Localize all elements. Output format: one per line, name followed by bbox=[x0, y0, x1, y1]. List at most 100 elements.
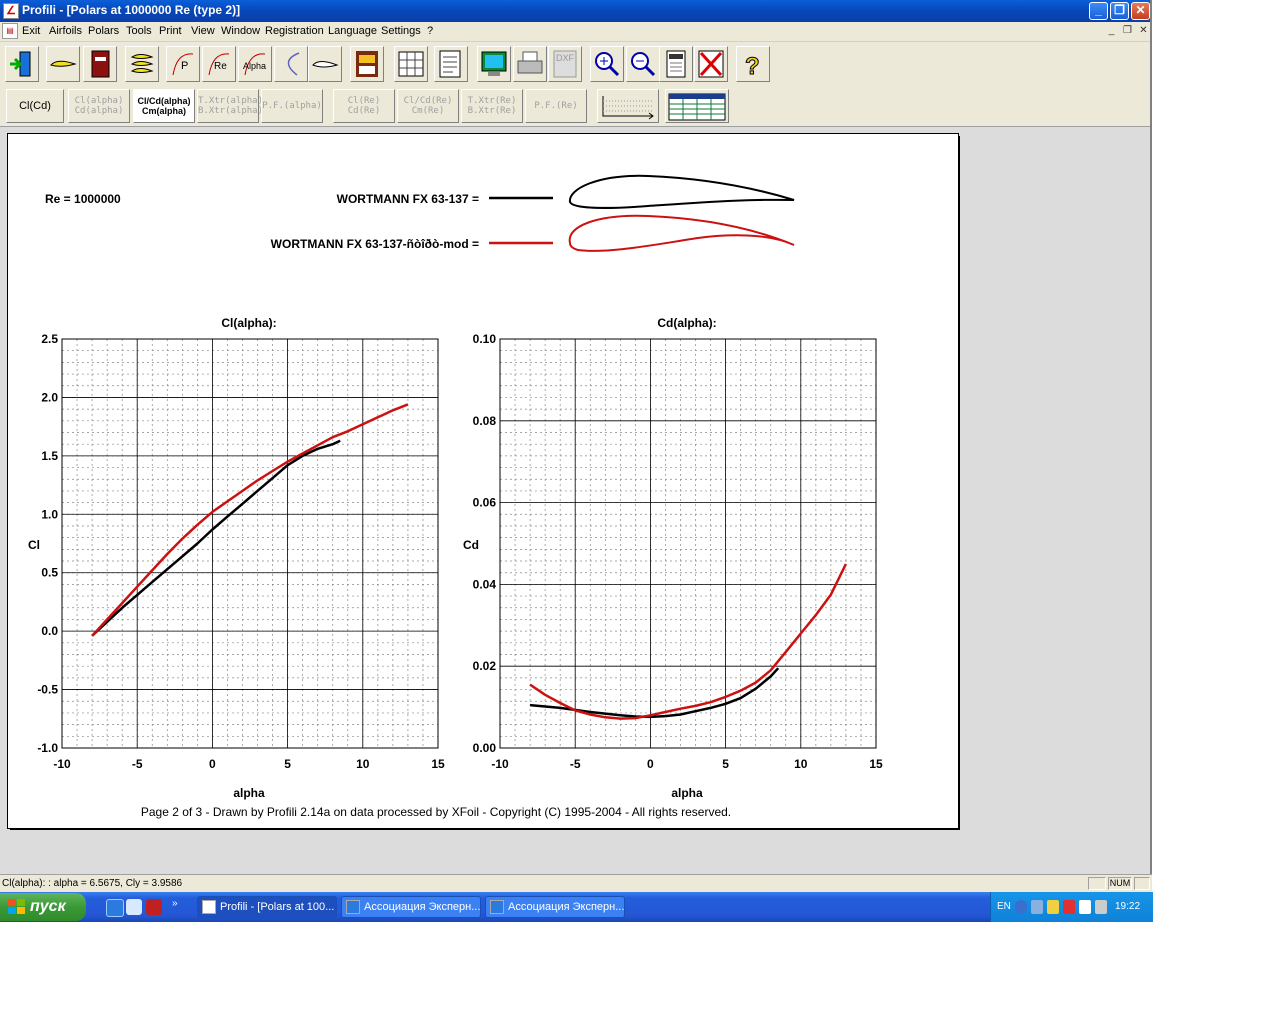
task-profili[interactable]: Profili - [Polars at 100... bbox=[197, 896, 337, 918]
print-button[interactable] bbox=[513, 46, 547, 82]
status-text: Cl(alpha): : alpha = 6.5675, Cly = 3.958… bbox=[2, 878, 183, 889]
x-axis-label: alpha bbox=[233, 786, 265, 800]
menu-registration[interactable]: Registration bbox=[265, 25, 324, 37]
clcd-cm-re-button[interactable]: Cl/Cd(Re) Cm(Re) bbox=[397, 89, 459, 123]
zoom-out-button[interactable] bbox=[626, 46, 660, 82]
series-line-2 bbox=[91, 403, 409, 637]
bxtr-re-label: B.Xtr(Re) bbox=[467, 106, 517, 116]
airfoil-stack-button[interactable] bbox=[125, 46, 159, 82]
x-tick-label: 5 bbox=[284, 757, 291, 771]
airfoil-button[interactable] bbox=[46, 46, 80, 82]
calculator-button[interactable] bbox=[659, 46, 693, 82]
menu-settings[interactable]: Settings bbox=[381, 25, 421, 37]
x-tick-label: 0 bbox=[647, 757, 654, 771]
grid-button[interactable] bbox=[597, 89, 659, 123]
shield-icon[interactable] bbox=[1047, 900, 1059, 914]
start-button[interactable]: пуск bbox=[0, 893, 86, 921]
status-pane-empty bbox=[1134, 877, 1150, 890]
menu-polars[interactable]: Polars bbox=[88, 25, 120, 37]
polar-p-button[interactable]: P bbox=[166, 46, 200, 82]
cl-alpha-label: Cl(alpha) bbox=[74, 96, 124, 106]
update-icon[interactable] bbox=[1095, 900, 1107, 914]
polar-re-button[interactable]: Re bbox=[202, 46, 236, 82]
cd-alpha-label: Cd(alpha) bbox=[74, 106, 124, 116]
media-icon[interactable] bbox=[146, 899, 162, 915]
airfoil-outline-button[interactable] bbox=[308, 46, 342, 82]
legend-label-1: WORTMANN FX 63-137 = bbox=[337, 192, 479, 206]
book-icon bbox=[91, 50, 110, 78]
xtr-alpha-button[interactable]: T.Xtr(alpha) B.Xtr(alpha) bbox=[197, 89, 263, 123]
clcd-re-label: Cl/Cd(Re) bbox=[403, 96, 453, 106]
cm-re-label: Cm(Re) bbox=[411, 106, 445, 116]
quicklaunch-more-icon[interactable]: » bbox=[172, 898, 178, 909]
tray-back-icon[interactable] bbox=[1015, 900, 1027, 914]
ie-icon[interactable] bbox=[106, 899, 124, 917]
cl-cd-button[interactable]: Cl(Cd) bbox=[6, 89, 64, 123]
menu-airfoils[interactable]: Airfoils bbox=[49, 25, 83, 37]
menu-help[interactable]: ? bbox=[427, 25, 434, 37]
svg-text:?: ? bbox=[745, 53, 760, 80]
mdi-close-button[interactable]: ✕ bbox=[1139, 25, 1148, 36]
flag-icon[interactable] bbox=[1063, 900, 1075, 914]
exit-button[interactable] bbox=[5, 46, 39, 82]
document-icon[interactable]: ▤ bbox=[2, 23, 18, 39]
mdi-minimize-button[interactable]: _ bbox=[1108, 25, 1115, 36]
menu-print[interactable]: Print bbox=[159, 25, 182, 37]
data-table-button[interactable] bbox=[665, 89, 729, 123]
cl-cd-alpha-button[interactable]: Cl(alpha) Cd(alpha) bbox=[68, 89, 130, 123]
task-label: Profili - [Polars at 100... bbox=[220, 901, 335, 913]
cd-alpha-chart: Cd(alpha): Cd alpha -10 -5 0 5 10 15 0.00 0.02 0… bbox=[463, 316, 883, 800]
monitor-button[interactable] bbox=[477, 46, 511, 82]
zoom-in-button[interactable] bbox=[590, 46, 624, 82]
legend-label-2: WORTMANN FX 63-137-ñòîðò-mod = bbox=[271, 237, 479, 251]
y-tick-label: -1.0 bbox=[37, 741, 58, 755]
volume-icon[interactable] bbox=[1079, 900, 1091, 914]
task-label: Ассоциация Эксперн... bbox=[508, 901, 625, 913]
task-browser-2[interactable]: Ассоциация Эксперн... bbox=[485, 896, 625, 918]
polar-re-icon: Re bbox=[208, 53, 230, 76]
x-tick-label: 10 bbox=[794, 757, 808, 771]
language-indicator[interactable]: EN bbox=[997, 901, 1011, 912]
polar-curve-button[interactable] bbox=[274, 46, 308, 82]
window-right-border bbox=[1150, 0, 1152, 892]
pf-alpha-button[interactable]: P.F.(alpha) bbox=[261, 89, 323, 123]
show-desktop-icon[interactable] bbox=[126, 899, 142, 915]
x-tick-label: -5 bbox=[132, 757, 143, 771]
network-icon[interactable] bbox=[1031, 900, 1043, 914]
table-button[interactable] bbox=[394, 46, 428, 82]
y-tick-label: 0.08 bbox=[473, 414, 497, 428]
mdi-restore-button[interactable]: ❐ bbox=[1123, 25, 1132, 36]
clcd-alpha-label: Cl/Cd(alpha) bbox=[137, 96, 191, 106]
page-canvas: Re = 1000000 WORTMANN FX 63-137 = WORTMA… bbox=[28, 174, 883, 819]
txtr-re-label: T.Xtr(Re) bbox=[467, 96, 517, 106]
maximize-button[interactable]: ❐ bbox=[1110, 2, 1129, 20]
cl-re-label: Cl(Re) bbox=[347, 96, 381, 106]
cancel-button[interactable] bbox=[694, 46, 728, 82]
menu-view[interactable]: View bbox=[191, 25, 215, 37]
minimize-button[interactable]: _ bbox=[1089, 2, 1108, 20]
menu-tools[interactable]: Tools bbox=[126, 25, 152, 37]
menu-bar: ▤ Exit Airfoils Polars Tools Print View … bbox=[0, 22, 1152, 42]
report-button[interactable] bbox=[434, 46, 468, 82]
menu-language[interactable]: Language bbox=[328, 25, 377, 37]
pf-re-button[interactable]: P.F.(Re) bbox=[525, 89, 587, 123]
database-button[interactable] bbox=[83, 46, 117, 82]
help-button[interactable]: ? bbox=[736, 46, 770, 82]
close-button[interactable]: ✕ bbox=[1131, 2, 1150, 20]
y-tick-label: 0.04 bbox=[473, 577, 497, 591]
print-preview-button[interactable] bbox=[350, 46, 384, 82]
x-tick-label: 5 bbox=[722, 757, 729, 771]
menu-exit[interactable]: Exit bbox=[22, 25, 41, 37]
clcd-cm-alpha-button[interactable]: Cl/Cd(alpha) Cm(alpha) bbox=[133, 89, 195, 123]
cl-cd-re-button[interactable]: Cl(Re) Cd(Re) bbox=[333, 89, 395, 123]
task-browser-1[interactable]: Ассоциация Эксперн... bbox=[341, 896, 481, 918]
polar-alpha-button[interactable]: Alpha bbox=[238, 46, 272, 82]
print-page: Re = 1000000 WORTMANN FX 63-137 = WORTMA… bbox=[7, 133, 959, 829]
xtr-re-button[interactable]: T.Xtr(Re) B.Xtr(Re) bbox=[461, 89, 523, 123]
y-tick-label: 0.02 bbox=[473, 659, 497, 673]
dxf-button[interactable]: DXF bbox=[548, 46, 582, 82]
title-bar[interactable]: ∠ Profili - [Polars at 1000000 Re (type … bbox=[0, 0, 1152, 22]
app-icon: ∠ bbox=[3, 3, 19, 19]
menu-window[interactable]: Window bbox=[221, 25, 261, 37]
airfoil-icon bbox=[50, 60, 77, 67]
